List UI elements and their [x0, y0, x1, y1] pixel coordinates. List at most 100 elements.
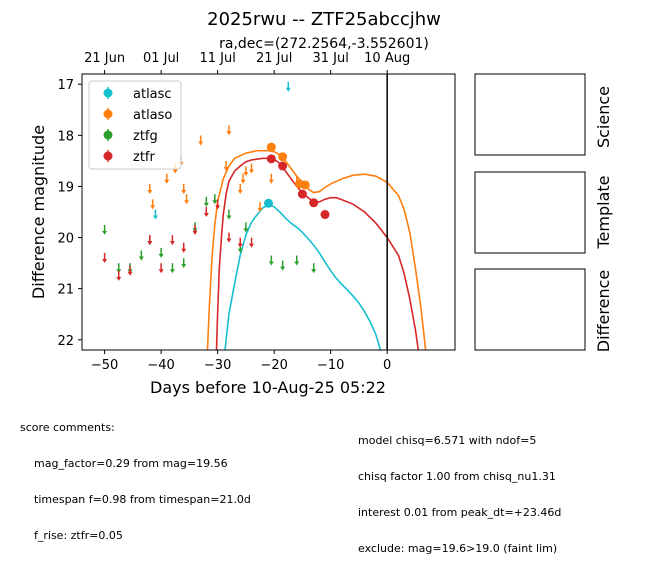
upper-limit-arrow — [150, 199, 156, 210]
y-axis-label: Difference magnitude — [29, 125, 48, 299]
upper-limit-arrow — [249, 163, 255, 174]
model-comment-line: chisq factor 1.00 from chisq_nu1.31 — [358, 470, 556, 483]
y-tick-label: 19 — [57, 180, 74, 195]
upper-limit-arrow — [192, 224, 198, 235]
upper-limit-arrow — [240, 173, 246, 184]
top-axis-ticks: 21 Jun 01 Jul 11 Jul 21 Jul 31 Jul 10 Aug — [84, 51, 410, 74]
model-comments: model chisq=6.571 with ndof=5 chisq fact… — [358, 411, 561, 567]
upper-limit-arrow — [257, 201, 263, 212]
upper-limit-arrow — [237, 237, 243, 248]
detection-point — [300, 180, 310, 190]
x-tick-label: −50 — [91, 358, 118, 373]
x-axis-label: Days before 10-Aug-25 05:22 — [150, 378, 386, 397]
y-tick-label: 18 — [57, 129, 74, 144]
legend-entry: ztfg — [103, 129, 158, 144]
upper-limit-arrow — [169, 235, 175, 246]
upper-limit-arrow — [147, 235, 153, 246]
score-comment-line: f_rise: ztfr=0.05 — [34, 529, 123, 542]
upper-limit-arrow — [285, 81, 291, 92]
x-tick-label: −30 — [204, 358, 231, 373]
model-curve — [224, 203, 382, 350]
upper-limit-arrow — [311, 263, 317, 274]
legend-marker — [103, 109, 113, 119]
model-comment-line: interest 0.01 from peak_dt=+23.46d — [358, 506, 562, 519]
legend-marker — [103, 88, 113, 98]
upper-limit-arrow — [249, 237, 255, 248]
upper-limit-arrow — [226, 125, 232, 136]
detection-point — [278, 152, 288, 162]
model-comment-line: model chisq=6.571 with ndof=5 — [358, 434, 537, 447]
legend-entry: ztfr — [103, 150, 155, 165]
x-tick-label: 0 — [383, 358, 391, 373]
score-comment-line: mag_factor=0.29 from mag=19.56 — [34, 457, 228, 470]
upper-limit-arrow — [169, 263, 175, 274]
detection-point — [278, 161, 288, 171]
upper-limit-arrow — [164, 173, 170, 184]
legend-label: ztfg — [133, 129, 158, 144]
score-comment-line: timespan f=0.98 from timespan=21.0d — [34, 493, 251, 506]
upper-limit-arrow — [243, 222, 249, 233]
score-comments-heading: score comments: — [20, 421, 115, 434]
score-comments: score comments: mag_factor=0.29 from mag… — [20, 398, 251, 554]
upper-limit-arrow — [223, 161, 229, 171]
y-tick-label: 21 — [57, 283, 74, 298]
top-tick-label: 31 Jul — [312, 51, 348, 66]
legend-entry: atlaso — [103, 108, 172, 123]
plot-area — [102, 74, 427, 350]
model-comment-line: exclude: mag=19.6>19.0 (faint lim) — [358, 542, 558, 555]
plot-frame — [81, 73, 456, 351]
upper-limit-arrow — [184, 194, 190, 205]
x-tick-label: −20 — [260, 358, 287, 373]
chart-title: 2025rwu -- ZTF25abccjhw — [207, 9, 441, 30]
x-tick-label: −10 — [317, 358, 344, 373]
model-curve — [215, 157, 420, 350]
upper-limit-arrow — [102, 224, 108, 235]
y-tick-label: 17 — [57, 78, 74, 93]
legend-entry: atlasc — [103, 87, 172, 102]
upper-limit-arrow — [158, 263, 164, 274]
x-axis-ticks: −50 −40 −30 −20 −10 0 — [91, 350, 391, 373]
legend-marker — [103, 151, 113, 161]
top-tick-label: 01 Jul — [143, 51, 179, 66]
top-tick-label: 21 Jun — [84, 51, 125, 66]
detection-point — [297, 189, 307, 199]
upper-limit-arrow — [127, 265, 133, 276]
upper-limit-arrow — [268, 255, 274, 266]
upper-limit-arrow — [198, 135, 204, 146]
upper-limit-arrow — [237, 184, 243, 194]
legend-marker — [103, 130, 113, 140]
upper-limit-arrow — [116, 270, 122, 281]
detection-point — [309, 198, 319, 208]
chart-subtitle: ra,dec=(272.2564,-3.552601) — [219, 36, 429, 52]
upper-limit-arrow — [152, 209, 158, 220]
upper-limit-arrow — [181, 258, 187, 269]
upper-limit-arrow — [268, 173, 274, 184]
y-tick-label: 20 — [57, 232, 74, 247]
legend-box — [88, 80, 182, 170]
top-tick-label: 11 Jul — [199, 51, 235, 66]
legend-label: ztfr — [133, 150, 155, 165]
upper-limit-arrow — [181, 242, 187, 253]
upper-limit-arrow — [280, 260, 286, 271]
y-axis-ticks: 17 18 19 20 21 22 — [57, 78, 82, 349]
top-tick-label: 21 Jul — [256, 51, 292, 66]
upper-limit-arrow — [147, 184, 153, 194]
difference-panel: Difference — [474, 268, 613, 352]
detection-point — [266, 154, 276, 164]
detection-point — [320, 210, 330, 220]
difference-panel-label: Difference — [594, 270, 613, 352]
upper-limit-arrow — [243, 166, 249, 177]
upper-limit-arrow — [102, 253, 108, 263]
science-panel-label: Science — [594, 86, 613, 148]
upper-limit-arrow — [226, 209, 232, 220]
upper-limit-arrow — [181, 184, 187, 194]
legend-label: atlasc — [133, 87, 172, 102]
template-panel-label: Template — [594, 175, 613, 249]
y-tick-label: 22 — [57, 334, 74, 349]
detection-point — [264, 198, 273, 208]
data-points — [102, 81, 330, 281]
upper-limit-arrow — [215, 199, 221, 210]
x-tick-label: −40 — [147, 358, 174, 373]
upper-limit-arrow — [212, 194, 218, 205]
top-tick-label: 10 Aug — [364, 51, 410, 66]
